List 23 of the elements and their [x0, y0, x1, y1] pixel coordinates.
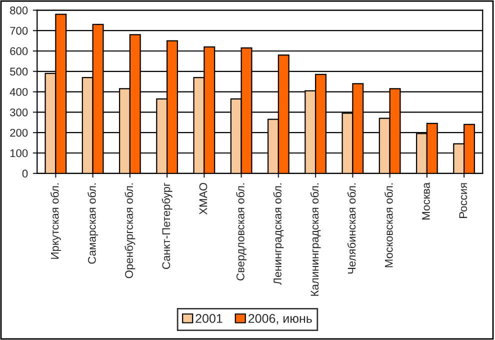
x-tick-label: Московская обл.	[384, 183, 393, 268]
y-tick-label: 600	[10, 47, 28, 56]
x-tick-label: Самарская обл.	[88, 183, 98, 264]
legend-label: 2001	[196, 314, 222, 323]
x-tick-label: Калининградская обл.	[310, 183, 321, 296]
y-tick-label: 300	[10, 108, 28, 116]
y-tick-label: 100	[10, 149, 28, 158]
y-tick-label: 500	[10, 68, 28, 76]
y-tick-label: 0	[22, 170, 28, 178]
x-tick-label: Оренбургская обл.	[124, 183, 136, 278]
y-tick-label: 200	[10, 128, 28, 137]
x-tick-label: Россия	[459, 183, 468, 218]
x-tick-label: Челябинская обл.	[347, 183, 356, 274]
x-tick-label: Москва	[422, 182, 430, 220]
legend-label: 2006, июнь	[248, 314, 312, 324]
x-tick-label: Свердловская обл.	[236, 183, 247, 280]
x-tick-label: ХМАО	[199, 182, 208, 215]
x-tick-label: Ленинградская обл.	[273, 183, 284, 285]
y-tick-label: 800	[10, 6, 28, 14]
x-tick-label: Иркутская обл.	[50, 183, 61, 259]
y-tick-label: 400	[10, 88, 28, 96]
y-tick-label: 700	[10, 26, 28, 35]
x-tick-label: Санкт-Петербург	[162, 182, 172, 269]
